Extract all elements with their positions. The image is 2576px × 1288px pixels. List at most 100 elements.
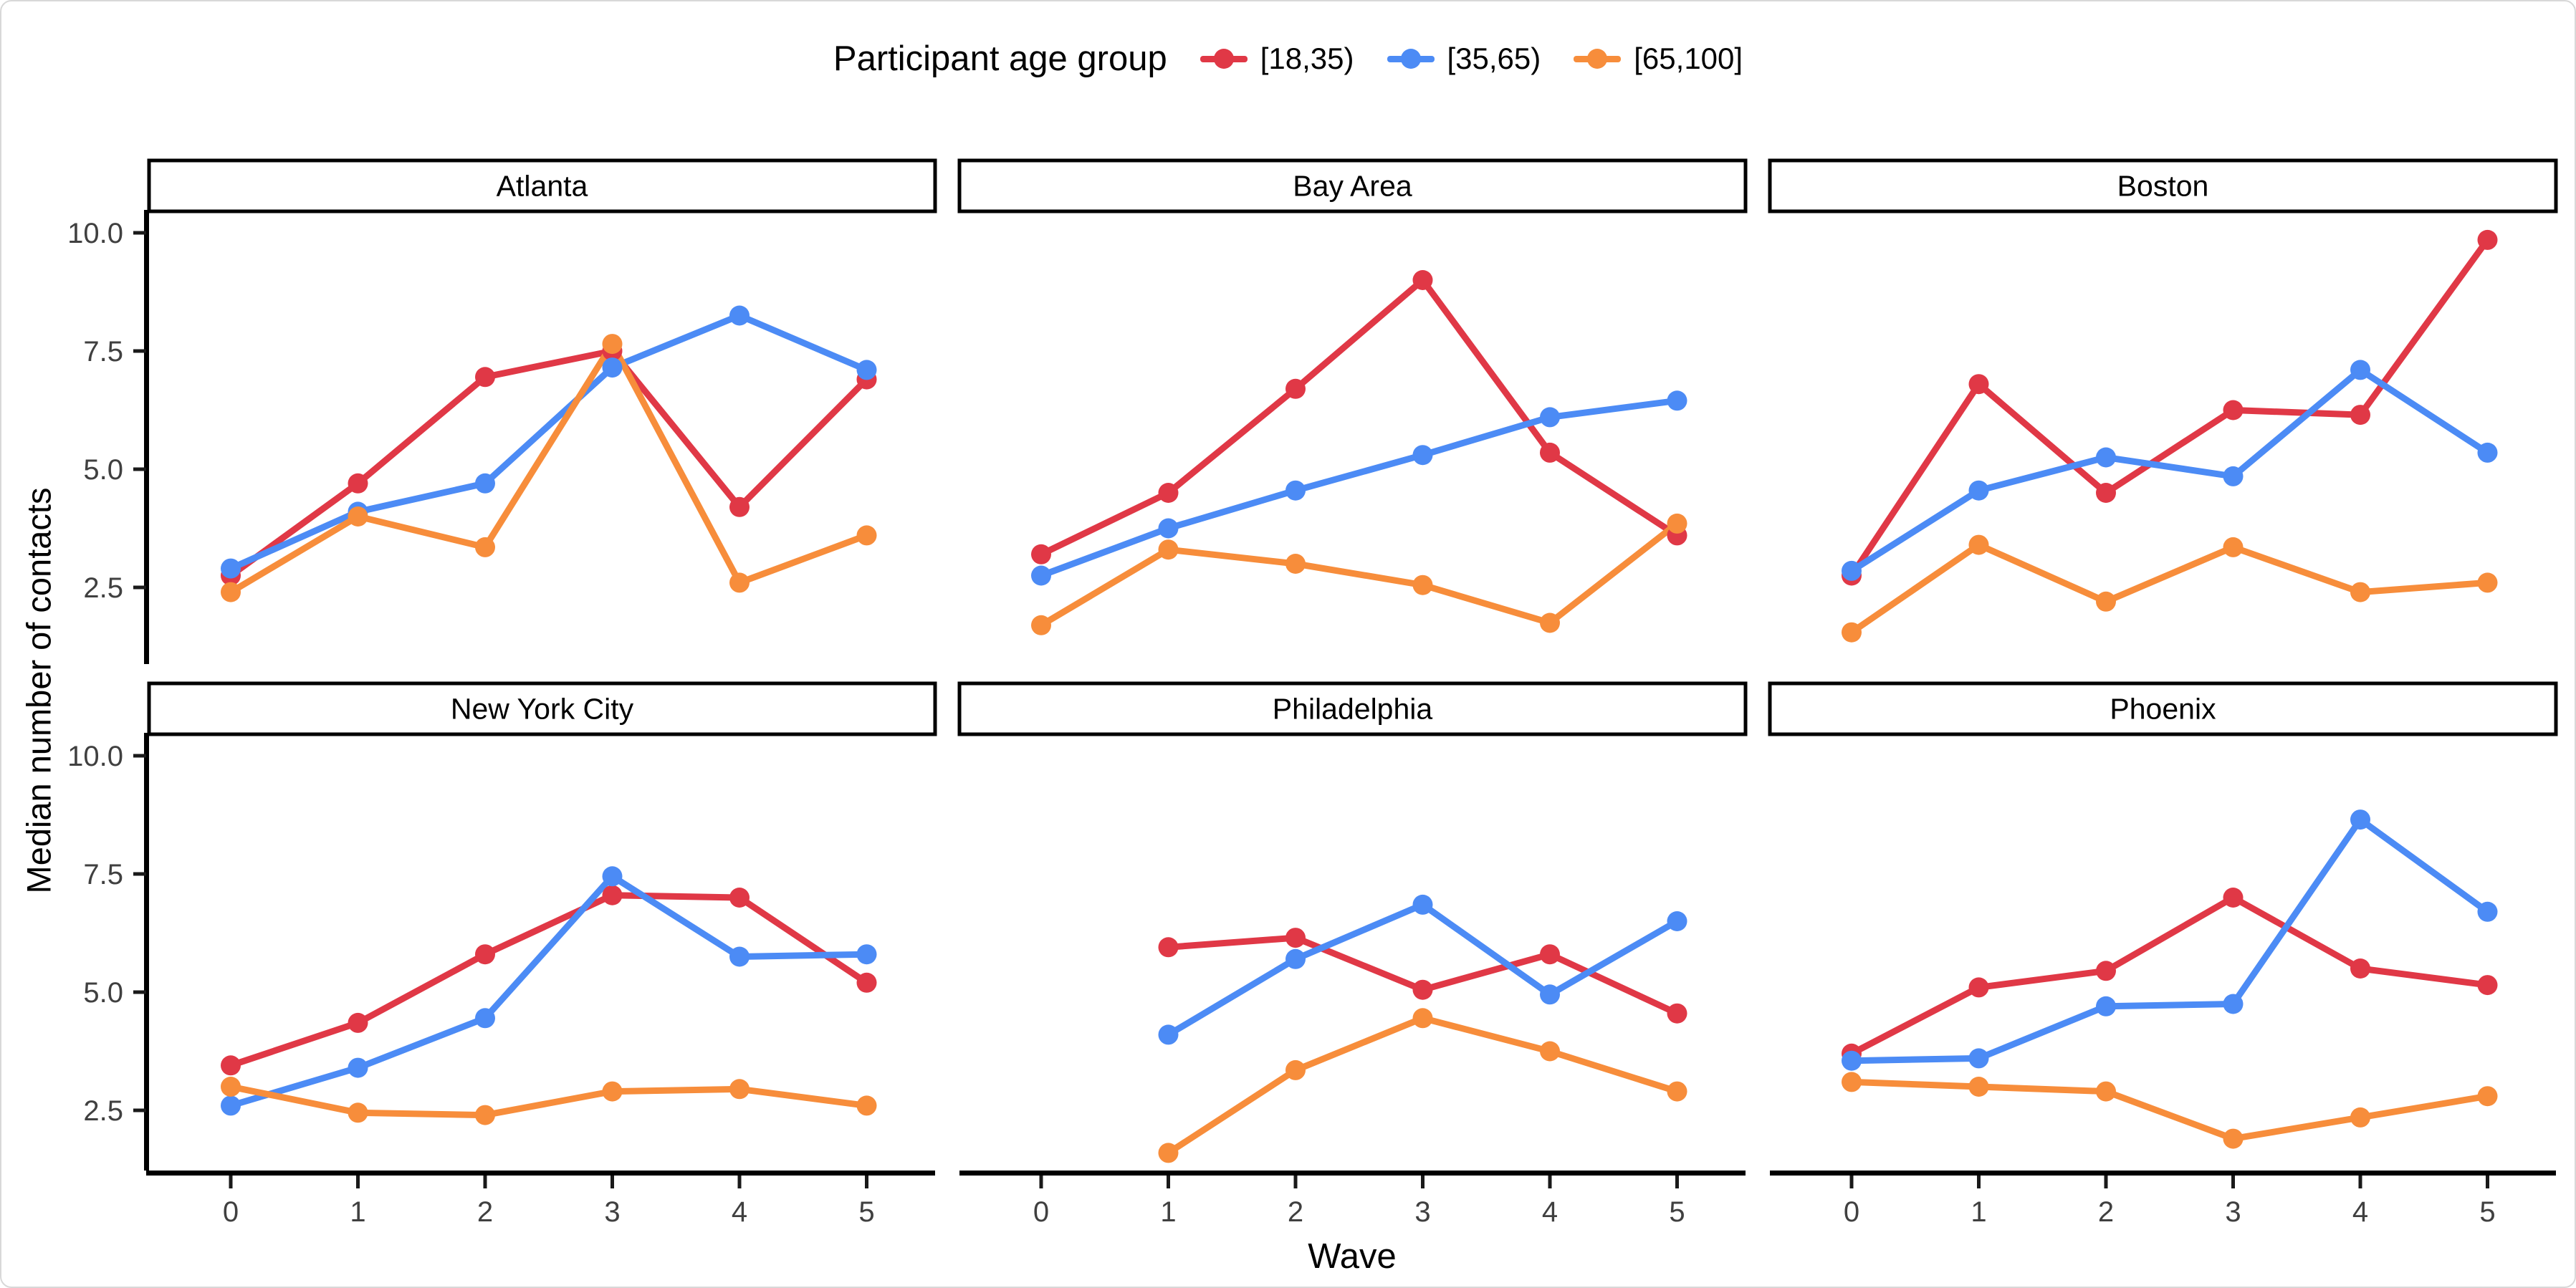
data-point bbox=[1842, 560, 1862, 581]
data-point bbox=[729, 1079, 750, 1100]
data-point bbox=[2350, 809, 2370, 830]
series-line bbox=[227, 347, 870, 579]
x-tick-label: 0 bbox=[1844, 1196, 1859, 1228]
legend-item-label: [65,100] bbox=[1634, 42, 1743, 75]
x-tick-label: 1 bbox=[1971, 1196, 1986, 1228]
data-point bbox=[1540, 944, 1560, 965]
data-point bbox=[2223, 400, 2244, 420]
data-point bbox=[1842, 1050, 1862, 1071]
data-point bbox=[2096, 1081, 2116, 1102]
data-point bbox=[2096, 996, 2116, 1017]
data-point bbox=[602, 885, 623, 905]
legend-item-65-100: [65,100] bbox=[1574, 42, 1743, 76]
data-point bbox=[1158, 518, 1179, 539]
data-point bbox=[1667, 390, 1687, 411]
data-point bbox=[856, 1095, 877, 1116]
data-point bbox=[729, 572, 750, 593]
data-point bbox=[1667, 513, 1687, 534]
x-tick-label: 0 bbox=[1033, 1196, 1049, 1228]
data-point bbox=[1842, 1072, 1862, 1092]
data-point bbox=[1540, 442, 1560, 463]
data-point bbox=[1412, 270, 1433, 290]
legend-key-icon bbox=[1387, 48, 1435, 69]
data-point bbox=[475, 1105, 495, 1125]
y-tick-label: 10.0 bbox=[67, 741, 123, 772]
legend-key-icon bbox=[1200, 48, 1248, 69]
legend: Participant age group [18,35) [35,65) [6… bbox=[1, 39, 2575, 79]
y-tick-label: 7.5 bbox=[83, 336, 123, 367]
facet-title: Philadelphia bbox=[1273, 693, 1433, 726]
data-point bbox=[2477, 229, 2498, 250]
facet-strip bbox=[1768, 158, 2558, 213]
data-point bbox=[221, 1095, 241, 1116]
y-tick-label: 2.5 bbox=[83, 1095, 123, 1127]
data-point bbox=[856, 944, 877, 965]
series-line bbox=[1165, 1014, 1680, 1156]
data-point bbox=[348, 1102, 368, 1123]
data-point bbox=[475, 944, 495, 965]
data-point bbox=[2477, 901, 2498, 922]
data-point bbox=[856, 972, 877, 993]
data-point bbox=[2350, 958, 2370, 979]
data-point bbox=[1968, 534, 1989, 555]
data-point bbox=[1285, 948, 1306, 969]
data-point bbox=[1667, 1003, 1687, 1024]
legend-dot-glyph bbox=[1587, 49, 1608, 69]
facet-title: Boston bbox=[2117, 170, 2209, 203]
data-point bbox=[1667, 1081, 1687, 1102]
data-point bbox=[602, 866, 623, 887]
data-point bbox=[1412, 575, 1433, 595]
data-point bbox=[729, 496, 750, 517]
data-point bbox=[2223, 888, 2244, 908]
data-point bbox=[221, 582, 241, 602]
series-line bbox=[227, 1083, 870, 1119]
data-point bbox=[1031, 544, 1051, 564]
data-point bbox=[1158, 937, 1179, 958]
facet-strip bbox=[957, 681, 1748, 736]
data-point bbox=[221, 558, 241, 579]
data-point bbox=[348, 1057, 368, 1078]
data-point bbox=[1158, 483, 1179, 503]
facet-title: Atlanta bbox=[497, 170, 588, 203]
series-line bbox=[227, 340, 870, 596]
series-line bbox=[1165, 934, 1680, 1017]
data-point bbox=[2350, 360, 2370, 380]
data-point bbox=[602, 357, 623, 378]
series-line bbox=[1848, 816, 2491, 1064]
series-line bbox=[1038, 520, 1680, 629]
data-point bbox=[2477, 572, 2498, 593]
x-tick-label: 5 bbox=[858, 1196, 874, 1228]
data-point bbox=[1412, 894, 1433, 915]
data-point bbox=[1968, 1077, 1989, 1097]
data-point bbox=[1968, 480, 1989, 501]
data-point bbox=[475, 537, 495, 557]
data-point bbox=[475, 473, 495, 494]
data-point bbox=[2096, 447, 2116, 468]
x-tick-label: 3 bbox=[1414, 1196, 1430, 1228]
data-point bbox=[1968, 374, 1989, 395]
data-point bbox=[1031, 565, 1051, 586]
data-point bbox=[2096, 961, 2116, 981]
x-tick-label: 2 bbox=[1288, 1196, 1303, 1228]
data-point bbox=[1285, 378, 1306, 399]
data-point bbox=[2223, 1128, 2244, 1149]
data-point bbox=[602, 334, 623, 355]
y-tick-label: 7.5 bbox=[83, 859, 123, 890]
legend-dot-glyph bbox=[1213, 49, 1234, 69]
data-point bbox=[1540, 407, 1560, 428]
data-point bbox=[1158, 539, 1179, 560]
facet-strip bbox=[147, 158, 937, 213]
x-tick-label: 5 bbox=[2479, 1196, 2495, 1228]
series-line bbox=[227, 892, 870, 1069]
series-line bbox=[1848, 1078, 2491, 1143]
data-point bbox=[602, 1081, 623, 1102]
x-tick-label: 2 bbox=[477, 1196, 493, 1228]
data-point bbox=[1968, 1048, 1989, 1069]
data-point bbox=[2350, 405, 2370, 426]
x-tick-label: 1 bbox=[350, 1196, 365, 1228]
data-point bbox=[475, 1008, 495, 1029]
data-point bbox=[348, 1012, 368, 1033]
data-point bbox=[2223, 994, 2244, 1014]
